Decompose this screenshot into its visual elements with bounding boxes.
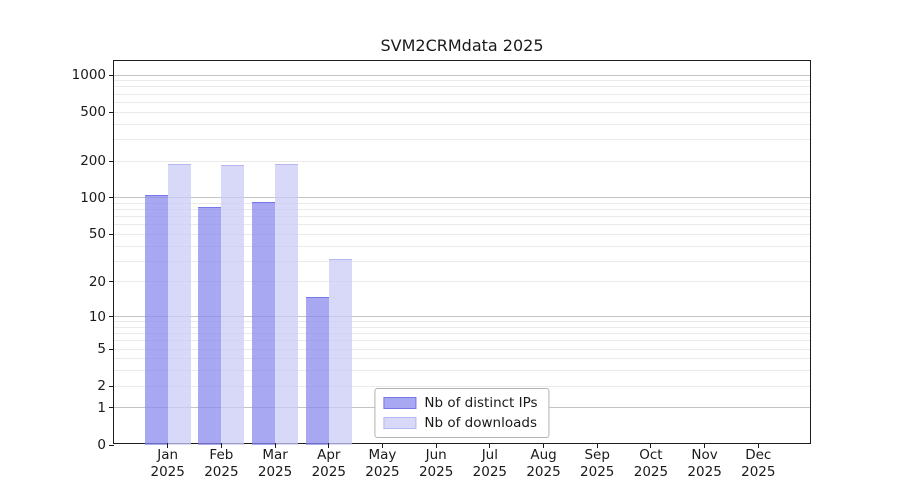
y-axis-label: 50	[88, 226, 106, 243]
y-tick	[109, 111, 114, 113]
y-tick	[109, 407, 114, 409]
gridline-minor	[114, 348, 810, 350]
x-axis-label: Jul 2025	[472, 447, 508, 480]
gridline-minor	[114, 111, 810, 113]
x-tick	[650, 443, 652, 448]
x-axis-label: May 2025	[365, 447, 400, 480]
y-axis-label: 10	[88, 308, 106, 325]
x-axis-label: Jun 2025	[418, 447, 454, 480]
bar-distinct-ips	[144, 194, 168, 445]
y-axis-label: 1	[97, 399, 106, 416]
y-axis-label: 200	[80, 153, 106, 169]
bar-downloads	[275, 164, 299, 445]
gridline-minor	[114, 385, 810, 387]
x-tick	[274, 443, 276, 448]
x-axis-label: Apr 2025	[311, 447, 346, 480]
x-tick	[704, 443, 706, 448]
gridline-minor	[114, 245, 810, 247]
y-tick	[109, 74, 114, 76]
x-tick	[381, 443, 383, 448]
gridline-minor	[114, 340, 810, 342]
gridline-minor	[114, 101, 810, 103]
x-axis-label: Feb 2025	[204, 447, 239, 480]
gridline-minor	[114, 209, 810, 211]
x-axis-label: Nov 2025	[687, 447, 722, 480]
chart-title: SVM2CRMdata 2025	[380, 36, 544, 55]
y-axis-label: 100	[80, 189, 106, 206]
gridline-minor	[114, 160, 810, 162]
bar-downloads	[221, 164, 245, 445]
y-axis-label: 1000	[71, 67, 106, 84]
x-tick	[543, 443, 545, 448]
legend-label-downloads: Nb of downloads	[424, 415, 537, 431]
x-tick	[596, 443, 598, 448]
y-tick	[109, 444, 114, 446]
legend: Nb of distinct IPs Nb of downloads	[374, 388, 550, 438]
y-axis-label: 2	[97, 378, 106, 395]
bar-distinct-ips	[198, 207, 222, 445]
gridline-minor	[114, 80, 810, 82]
x-tick	[489, 443, 491, 448]
x-tick	[328, 443, 330, 448]
y-axis-label: 5	[97, 341, 106, 358]
gridline-minor	[114, 233, 810, 235]
y-tick	[109, 197, 114, 199]
y-axis-label: 500	[80, 104, 106, 121]
gridline-minor	[114, 358, 810, 360]
gridline-minor	[114, 202, 810, 204]
x-tick	[167, 443, 169, 448]
legend-item-downloads: Nb of downloads	[383, 415, 537, 431]
legend-label-distinct-ips: Nb of distinct IPs	[424, 395, 538, 411]
legend-item-distinct-ips: Nb of distinct IPs	[383, 395, 538, 411]
x-axis-label: Oct 2025	[633, 447, 669, 480]
x-tick	[757, 443, 759, 448]
gridline-minor	[114, 93, 810, 95]
gridline-minor	[114, 333, 810, 335]
gridline-major	[114, 197, 810, 199]
gridline-minor	[114, 260, 810, 262]
y-axis-label: 0	[97, 437, 106, 453]
gridline-minor	[114, 321, 810, 323]
gridline-minor	[114, 123, 810, 125]
bar-distinct-ips	[305, 296, 329, 445]
legend-swatch-downloads	[383, 417, 417, 429]
y-tick	[109, 316, 114, 318]
bar-downloads	[328, 259, 352, 445]
x-axis-label: Jan 2025	[150, 447, 185, 480]
gridline-minor	[114, 326, 810, 328]
x-axis-label: Dec 2025	[741, 447, 776, 480]
gridline-minor	[114, 370, 810, 372]
gridline-major	[114, 316, 810, 318]
x-tick	[220, 443, 222, 448]
gridline-major	[114, 74, 810, 76]
legend-swatch-distinct-ips	[383, 397, 417, 409]
x-axis-label: Sep 2025	[580, 447, 615, 480]
gridline-minor	[114, 216, 810, 218]
bar-downloads	[167, 163, 191, 445]
y-axis-label: 20	[88, 273, 106, 290]
y-tick	[109, 160, 114, 162]
bar-distinct-ips	[252, 201, 276, 445]
y-tick	[109, 281, 114, 283]
x-tick	[435, 443, 437, 448]
y-tick	[109, 233, 114, 235]
x-axis-label: Mar 2025	[257, 447, 293, 480]
plot-area: Nb of distinct IPs Nb of downloads 0 1 2 5 1…	[72, 60, 811, 480]
y-tick	[109, 348, 114, 350]
x-axis-label: Aug 2025	[526, 447, 561, 480]
y-tick	[109, 385, 114, 387]
gridline-minor	[114, 86, 810, 88]
gridline-minor	[114, 281, 810, 283]
gridline-minor	[114, 224, 810, 226]
gridline-minor	[114, 138, 810, 140]
